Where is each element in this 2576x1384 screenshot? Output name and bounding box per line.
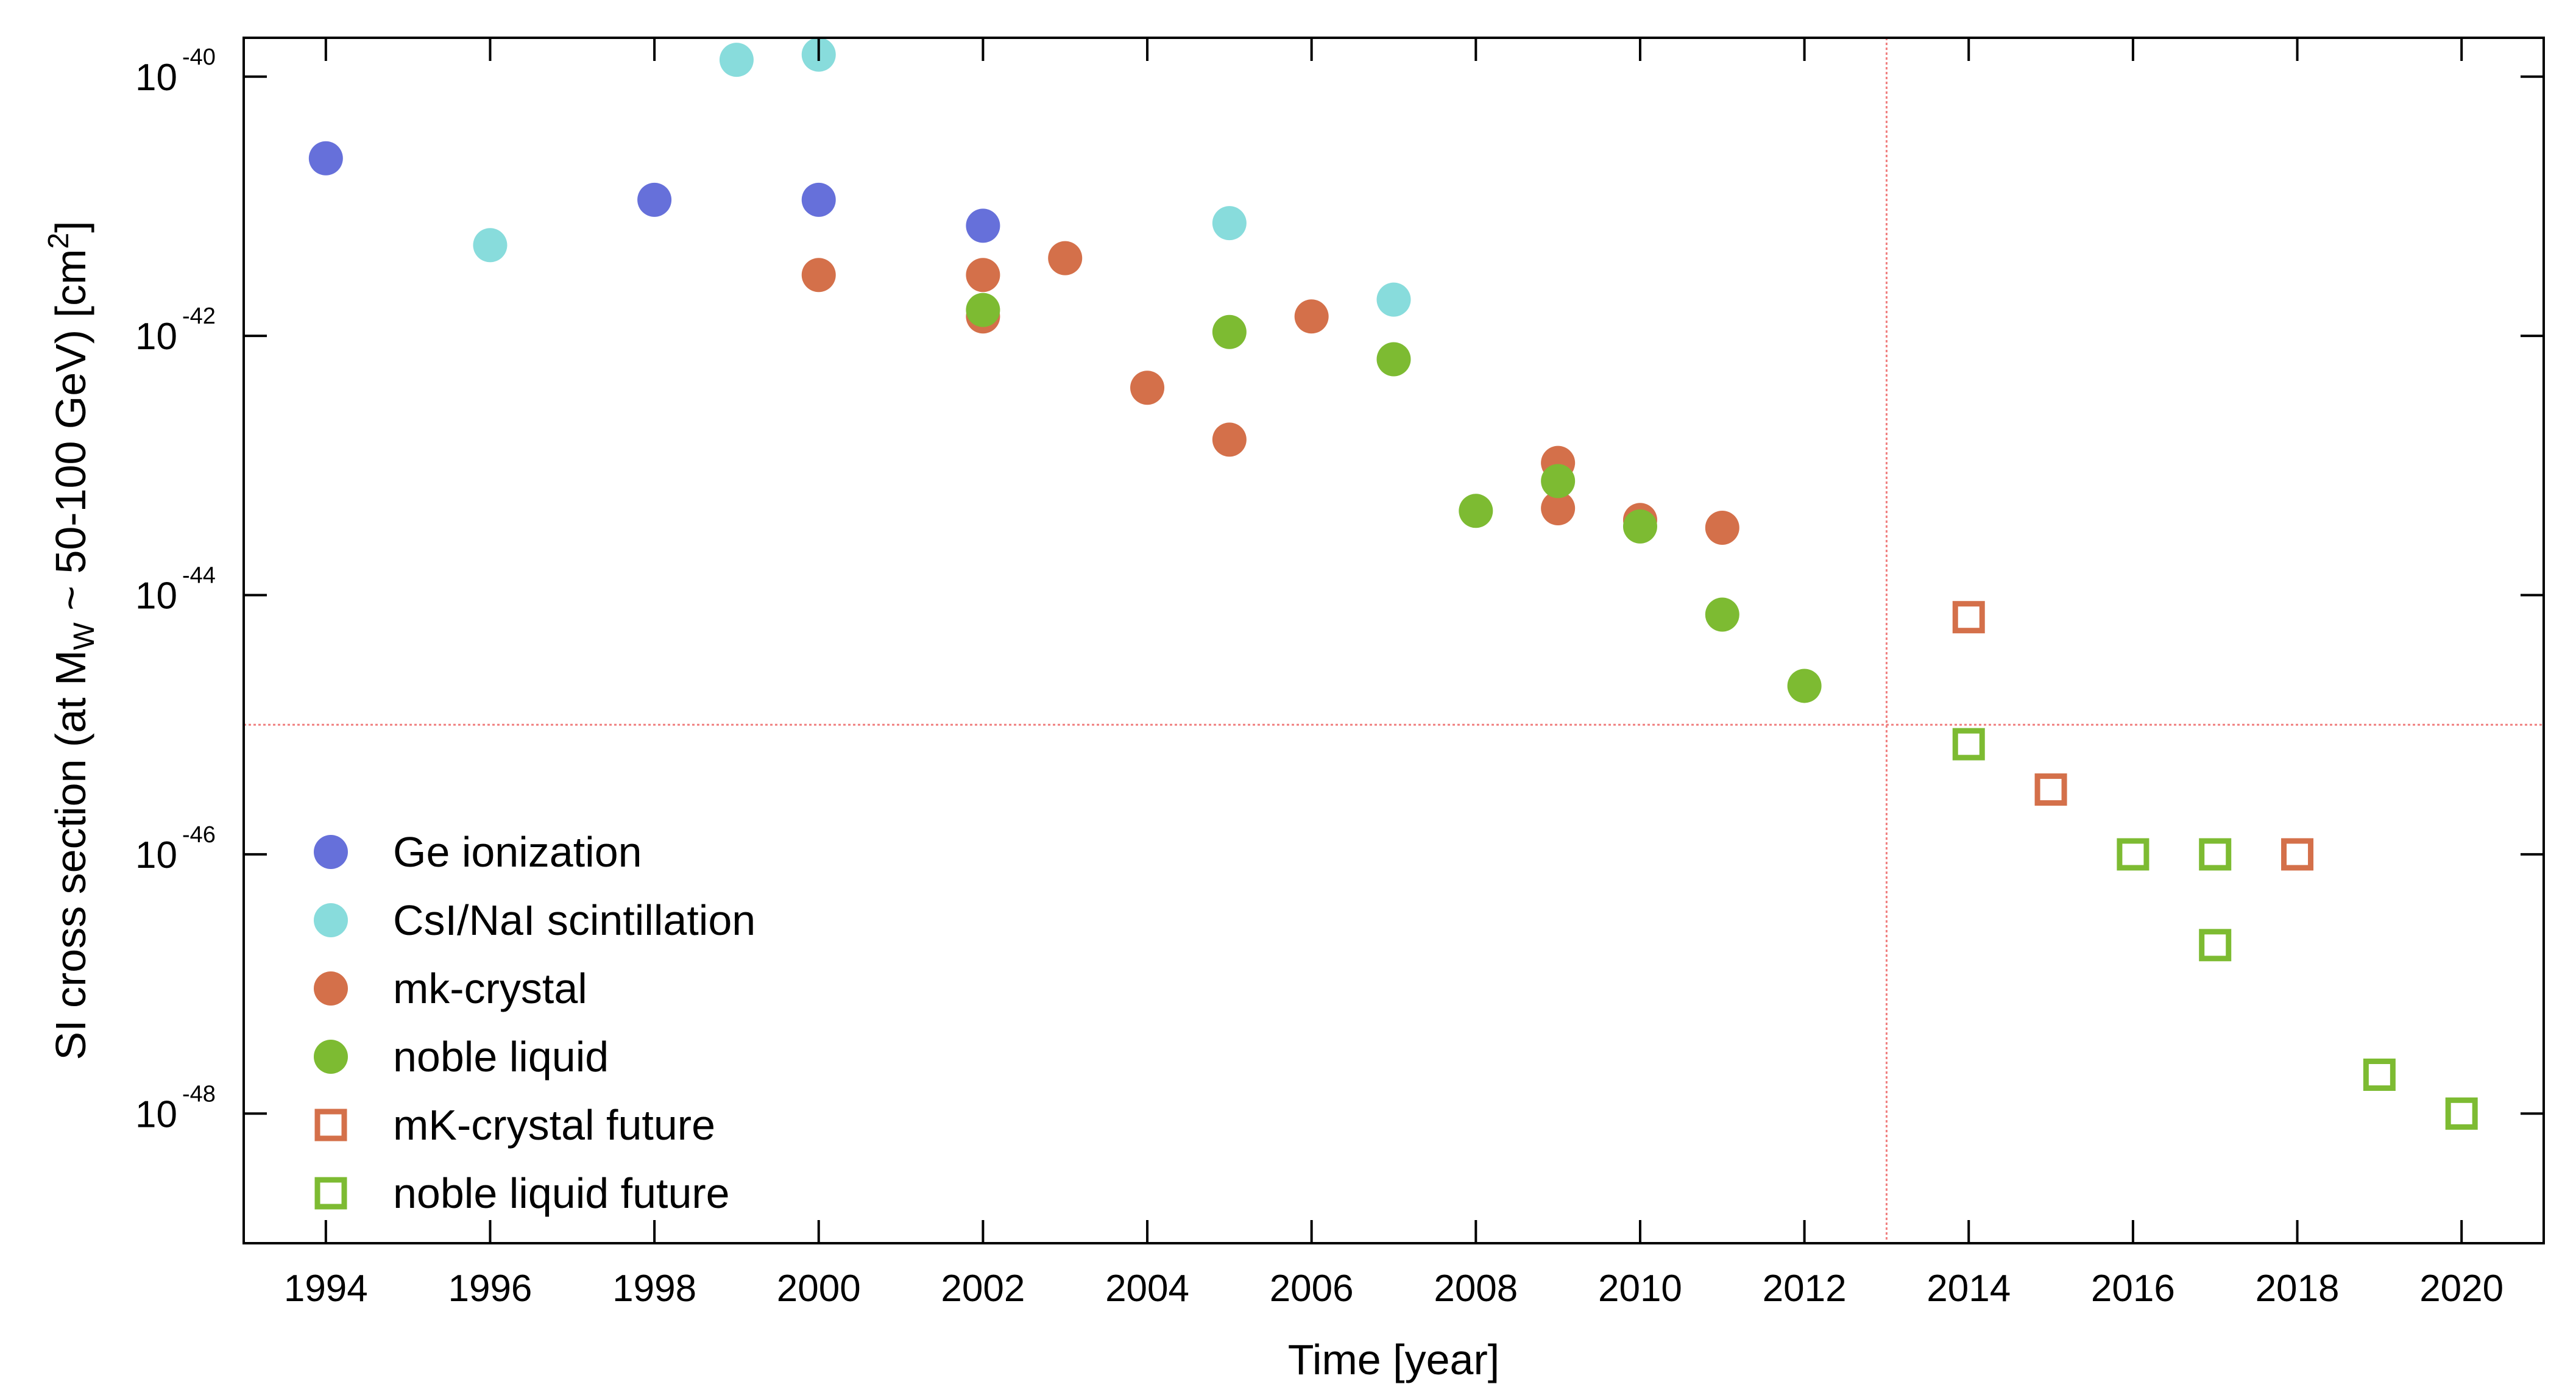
data-point-mk-crystal: [1705, 510, 1739, 545]
data-point-noble-liquid: [966, 293, 1000, 327]
data-point-mk-crystal: [1541, 491, 1576, 526]
data-point-noble-liquid-future: [2199, 929, 2232, 962]
y-axis-label: SI cross section (at MW ~ 50-100 GeV) [c…: [43, 221, 101, 1060]
data-point-noble-liquid-future: [2199, 838, 2232, 871]
y-tick-base: 10: [135, 834, 177, 876]
x-tick-label: 2014: [1927, 1268, 2011, 1310]
plot-frame: [242, 37, 2545, 1244]
y-tick-base: 10: [135, 57, 177, 99]
data-point-csi-nai-scintillation: [1376, 282, 1411, 317]
x-axis-label: Time [year]: [1288, 1336, 1499, 1383]
legend-marker-noble-liquid-future: [314, 1177, 347, 1210]
x-tick-label: 2016: [2091, 1268, 2175, 1310]
x-tick-label: 2000: [777, 1268, 861, 1310]
legend-item-noble-liquid: noble liquid: [314, 1033, 609, 1081]
y-tick-exponent: -46: [182, 822, 216, 848]
legend-item-csi-nai-scintillation: CsI/NaI scintillation: [314, 896, 755, 944]
legend-label-noble-liquid-future: noble liquid future: [393, 1169, 730, 1217]
data-point-mk-crystal: [801, 258, 836, 293]
legend-marker-ge-ionization: [314, 835, 348, 869]
reference-lines: [244, 38, 2544, 1243]
y-tick-exponent: -40: [182, 44, 216, 70]
y-tick-label: 10 -46: [135, 822, 216, 876]
y-tick-label: 10 -40: [135, 44, 216, 99]
legend-item-mk-crystal-future: mK-crystal future: [314, 1101, 715, 1149]
data-point-mk-crystal: [1212, 422, 1247, 457]
y-axis-label-prefix: SI cross section (at M: [47, 650, 94, 1060]
x-tick-label: 2008: [1434, 1268, 1518, 1310]
series-ge-ionization: [308, 141, 1000, 243]
y-axis-label-suffix: ]: [47, 221, 94, 232]
data-point-csi-nai-scintillation: [1212, 206, 1247, 241]
data-point-mk-crystal: [1130, 371, 1165, 405]
x-tick-label: 2006: [1270, 1268, 1354, 1310]
data-point-ge-ionization: [637, 182, 672, 217]
data-point-noble-liquid-future: [2363, 1059, 2396, 1091]
y-axis-label-superscript: 2: [43, 233, 75, 249]
x-tick-label: 2012: [1763, 1268, 1847, 1310]
x-tick-label: 2018: [2256, 1268, 2340, 1310]
legend: Ge ionization CsI/NaI scintillation mk-cry…: [314, 828, 755, 1217]
y-tick-label: 10 -44: [135, 563, 216, 617]
y-tick-base: 10: [135, 575, 177, 617]
data-point-csi-nai-scintillation: [473, 228, 508, 263]
y-tick-label: 10 -42: [135, 303, 216, 358]
data-point-mk-crystal-future: [1952, 601, 1985, 634]
y-tick-base: 10: [135, 316, 177, 358]
legend-marker-noble-liquid: [314, 1040, 348, 1074]
y-axis-label-middle: ~ 50-100 GeV) [cm: [47, 249, 94, 623]
legend-marker-mk-crystal-future: [314, 1109, 347, 1141]
data-point-mk-crystal: [966, 258, 1000, 293]
x-tick-label: 2010: [1598, 1268, 1682, 1310]
data-point-ge-ionization: [308, 141, 343, 176]
y-tick-exponent: -48: [182, 1081, 216, 1107]
legend-label-ge-ionization: Ge ionization: [393, 828, 642, 876]
series-noble-liquid: [966, 293, 1822, 703]
legend-item-ge-ionization: Ge ionization: [314, 828, 642, 876]
x-tick-label: 1994: [284, 1268, 368, 1310]
data-point-noble-liquid-future: [2445, 1097, 2478, 1130]
y-tick-exponent: -42: [182, 303, 216, 329]
data-point-mk-crystal: [1048, 241, 1083, 275]
data-point-noble-liquid: [1212, 314, 1247, 349]
legend-item-mk-crystal: mk-crystal: [314, 965, 587, 1012]
y-tick-base: 10: [135, 1093, 177, 1135]
data-point-noble-liquid: [1705, 597, 1739, 632]
x-tick-label: 1996: [448, 1268, 532, 1310]
legend-label-noble-liquid: noble liquid: [393, 1033, 609, 1081]
data-point-csi-nai-scintillation: [719, 43, 754, 77]
data-point-noble-liquid: [1541, 464, 1576, 499]
series-mk-crystal-future: [1952, 601, 2314, 871]
series-noble-liquid-future: [1952, 728, 2478, 1130]
x-tick-label: 2002: [941, 1268, 1025, 1310]
data-point-mk-crystal-future: [2281, 838, 2314, 871]
legend-item-noble-liquid-future: noble liquid future: [314, 1169, 730, 1217]
legend-label-mk-crystal-future: mK-crystal future: [393, 1101, 715, 1149]
y-axis-label-subscript: W: [68, 622, 101, 650]
x-tick-label: 2004: [1105, 1268, 1189, 1310]
data-point-ge-ionization: [801, 182, 836, 217]
legend-label-mk-crystal: mk-crystal: [393, 965, 587, 1012]
data-point-noble-liquid: [1376, 342, 1411, 377]
x-tick-label: 1998: [612, 1268, 696, 1310]
data-point-noble-liquid-future: [1952, 728, 1985, 761]
data-point-mk-crystal: [1294, 299, 1329, 334]
data-point-noble-liquid: [1787, 669, 1822, 703]
x-tick-label: 2020: [2419, 1268, 2503, 1310]
data-point-noble-liquid: [1459, 494, 1493, 528]
legend-marker-csi-nai-scintillation: [314, 903, 348, 937]
data-point-noble-liquid: [1622, 509, 1657, 544]
y-tick-exponent: -44: [182, 563, 216, 589]
legend-label-csi-nai-scintillation: CsI/NaI scintillation: [393, 896, 755, 944]
y-tick-label: 10 -48: [135, 1081, 216, 1135]
data-point-noble-liquid-future: [2117, 838, 2150, 871]
data-point-mk-crystal-future: [2034, 773, 2067, 806]
x-tick-labels: 1994 1996 1998 2000 2002 2004 2006 2008 2010 2012…: [284, 1268, 2503, 1310]
axis-ticks: [244, 38, 2544, 1243]
legend-marker-mk-crystal: [314, 971, 348, 1006]
data-point-ge-ionization: [966, 208, 1000, 243]
